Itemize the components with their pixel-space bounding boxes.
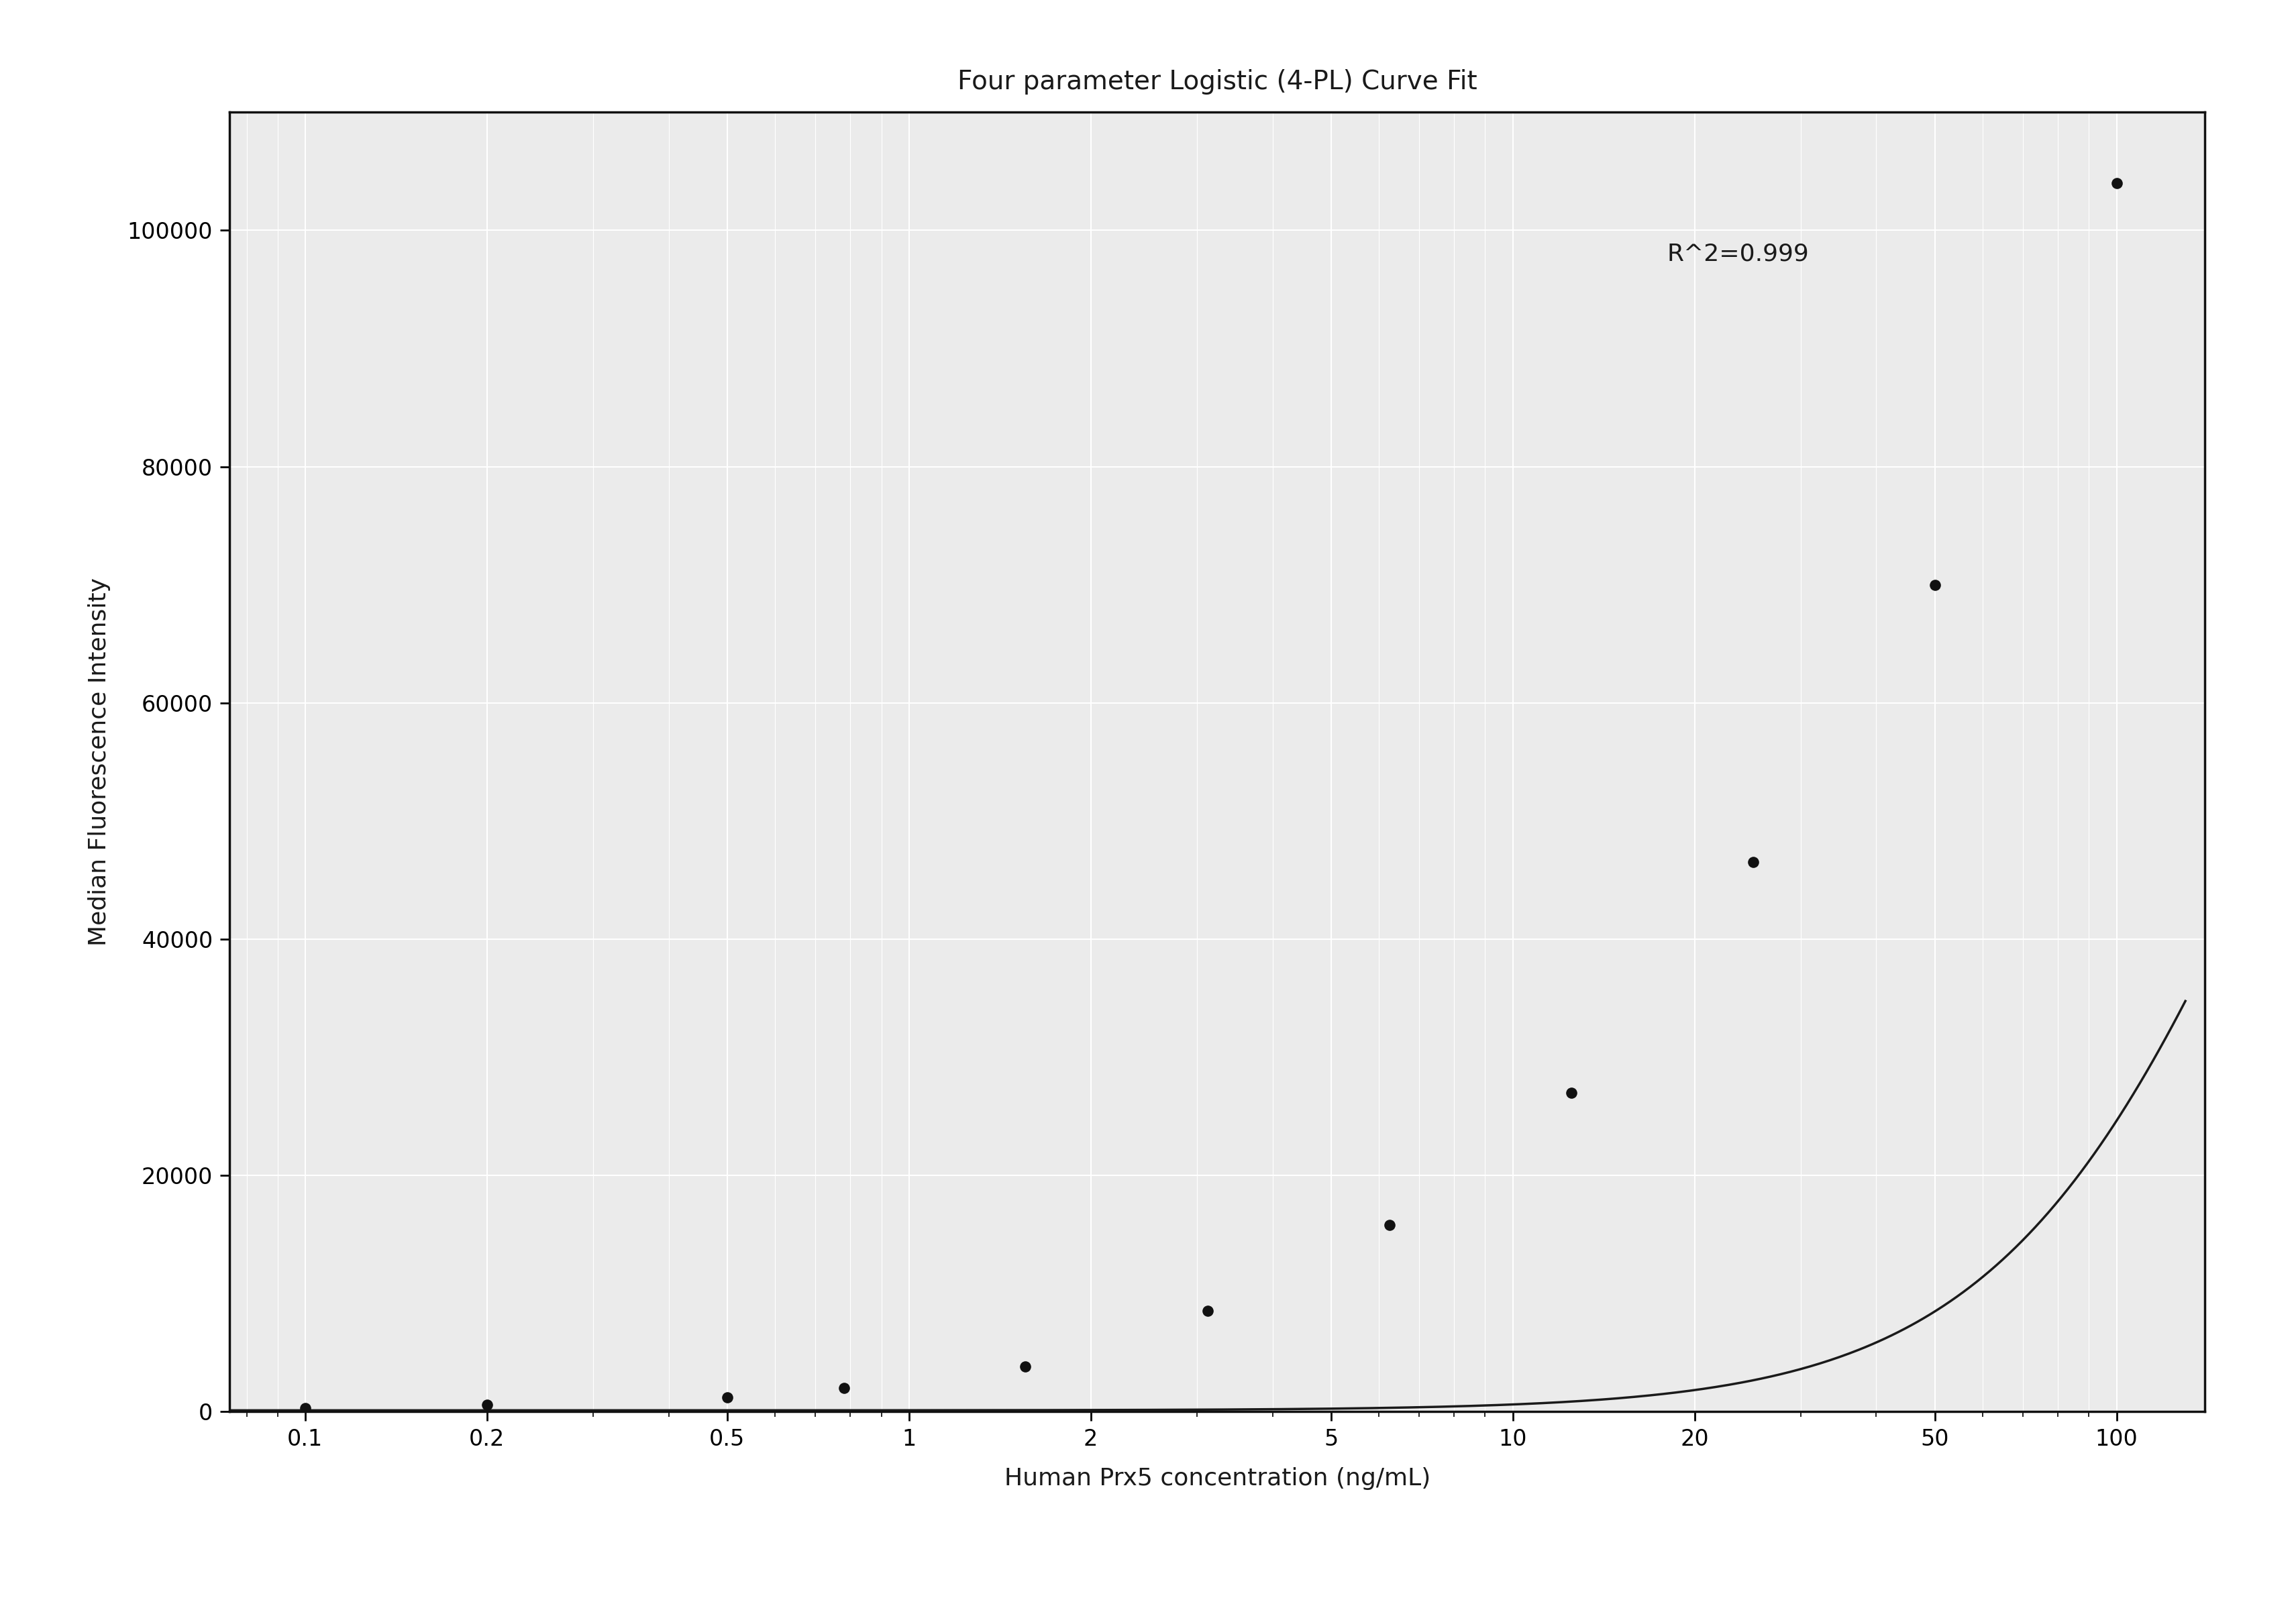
Title: Four parameter Logistic (4-PL) Curve Fit: Four parameter Logistic (4-PL) Curve Fit — [957, 69, 1476, 95]
Point — [468, 1392, 505, 1418]
Point — [1915, 573, 1952, 598]
Point — [1371, 1213, 1407, 1238]
X-axis label: Human Prx5 concentration (ng/mL): Human Prx5 concentration (ng/mL) — [1003, 1468, 1430, 1490]
Point — [287, 1395, 324, 1421]
Text: R^2=0.999: R^2=0.999 — [1667, 242, 1809, 265]
Y-axis label: Median Fluorescence Intensity: Median Fluorescence Intensity — [87, 577, 110, 946]
Point — [2099, 170, 2135, 196]
Point — [1552, 1079, 1589, 1105]
Point — [824, 1375, 861, 1400]
Point — [1189, 1298, 1226, 1323]
Point — [709, 1384, 746, 1410]
Point — [1008, 1354, 1045, 1379]
Point — [1733, 850, 1770, 876]
